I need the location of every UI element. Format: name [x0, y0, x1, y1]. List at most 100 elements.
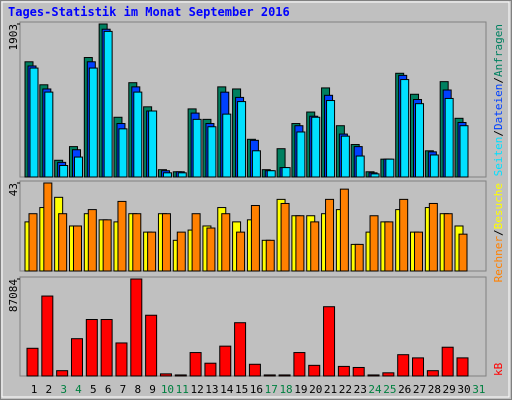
x-tick-label: 6 — [105, 383, 112, 396]
frame-inner — [1, 1, 510, 398]
bar — [250, 205, 260, 272]
bar — [26, 347, 39, 377]
bar — [251, 150, 261, 178]
bar — [428, 202, 438, 272]
bar — [367, 374, 380, 377]
legend-entry: kB — [492, 362, 505, 376]
bar — [147, 231, 157, 272]
bar — [236, 231, 246, 272]
bar — [58, 213, 68, 272]
bar — [266, 170, 276, 178]
x-tick-label: 31 — [472, 383, 485, 396]
bar — [308, 364, 321, 377]
bar — [118, 128, 128, 178]
x-tick-label: 17 — [265, 383, 278, 396]
x-tick-label: 14 — [220, 383, 234, 396]
x-tick-label: 13 — [205, 383, 218, 396]
bar — [29, 67, 39, 178]
bar — [115, 342, 128, 377]
bar — [248, 363, 261, 377]
bar — [133, 91, 143, 178]
x-tick-label: 15 — [235, 383, 248, 396]
bar — [397, 354, 410, 377]
bar — [56, 370, 69, 377]
x-tick-label: 9 — [149, 383, 156, 396]
bar — [191, 213, 201, 272]
bar — [310, 221, 320, 272]
x-tick-label: 3 — [60, 383, 67, 396]
bar — [458, 233, 468, 272]
bar — [161, 213, 171, 272]
bar — [70, 338, 83, 377]
bar — [296, 131, 306, 178]
bar — [354, 243, 364, 272]
bar — [355, 155, 365, 178]
bar — [234, 322, 247, 377]
bar — [444, 97, 454, 178]
bar — [370, 173, 380, 178]
chart-title: Tages-Statistik im Monat September 2016 — [8, 5, 290, 19]
x-tick-label: 12 — [190, 383, 203, 396]
bar — [206, 227, 216, 272]
bar — [412, 357, 425, 377]
bar — [41, 295, 54, 377]
bar — [426, 370, 439, 377]
bar — [88, 67, 98, 178]
x-tick-label: 27 — [413, 383, 426, 396]
x-tick-label: 26 — [398, 383, 411, 396]
bar — [400, 79, 410, 178]
bar — [237, 101, 247, 178]
y-tick-label: 43 — [7, 183, 20, 196]
bar — [326, 100, 336, 178]
x-tick-label: 29 — [443, 383, 456, 396]
x-tick-label: 7 — [120, 383, 127, 396]
legend-entry: Besuche — [492, 183, 505, 229]
bar — [443, 213, 453, 272]
bar — [72, 225, 82, 272]
bar — [59, 165, 69, 178]
bar — [339, 188, 349, 272]
bar — [352, 366, 365, 377]
bar — [222, 113, 232, 178]
x-tick-label: 5 — [90, 383, 97, 396]
bar — [399, 198, 409, 272]
bar — [162, 172, 172, 178]
legend: kB — [492, 362, 505, 376]
bar — [263, 374, 276, 377]
x-tick-label: 22 — [339, 383, 352, 396]
bar — [265, 239, 275, 272]
legend-separator: / — [492, 229, 505, 236]
x-tick-label: 20 — [309, 383, 322, 396]
x-tick-label: 2 — [46, 383, 53, 396]
bar — [177, 172, 187, 178]
x-tick-label: 19 — [294, 383, 307, 396]
bar — [219, 345, 232, 377]
legend-separator: / — [492, 77, 505, 84]
bar — [117, 200, 127, 272]
x-tick-label: 24 — [368, 383, 382, 396]
legend-entry: Dateien — [492, 84, 505, 130]
x-tick-label: 4 — [75, 383, 82, 396]
bar — [337, 365, 350, 377]
bar — [369, 215, 379, 272]
bar — [295, 215, 305, 272]
bar — [130, 278, 143, 377]
legend-separator: / — [492, 130, 505, 137]
y-tick-label: 1903 — [7, 24, 20, 51]
bar — [87, 209, 97, 272]
bar — [415, 103, 425, 178]
bar — [28, 213, 38, 272]
x-tick-label: 28 — [428, 383, 441, 396]
legend: Rechner/Besuche — [492, 183, 505, 282]
x-tick-label: 30 — [457, 383, 470, 396]
legend-entry: Rechner — [492, 236, 505, 283]
legend-entry: Seiten — [492, 137, 505, 177]
bar — [441, 346, 454, 377]
x-tick-label: 11 — [176, 383, 189, 396]
bar — [311, 116, 321, 178]
bar — [132, 213, 142, 272]
x-tick-label: 23 — [354, 383, 367, 396]
bar — [73, 156, 83, 178]
x-tick-label: 8 — [134, 383, 141, 396]
